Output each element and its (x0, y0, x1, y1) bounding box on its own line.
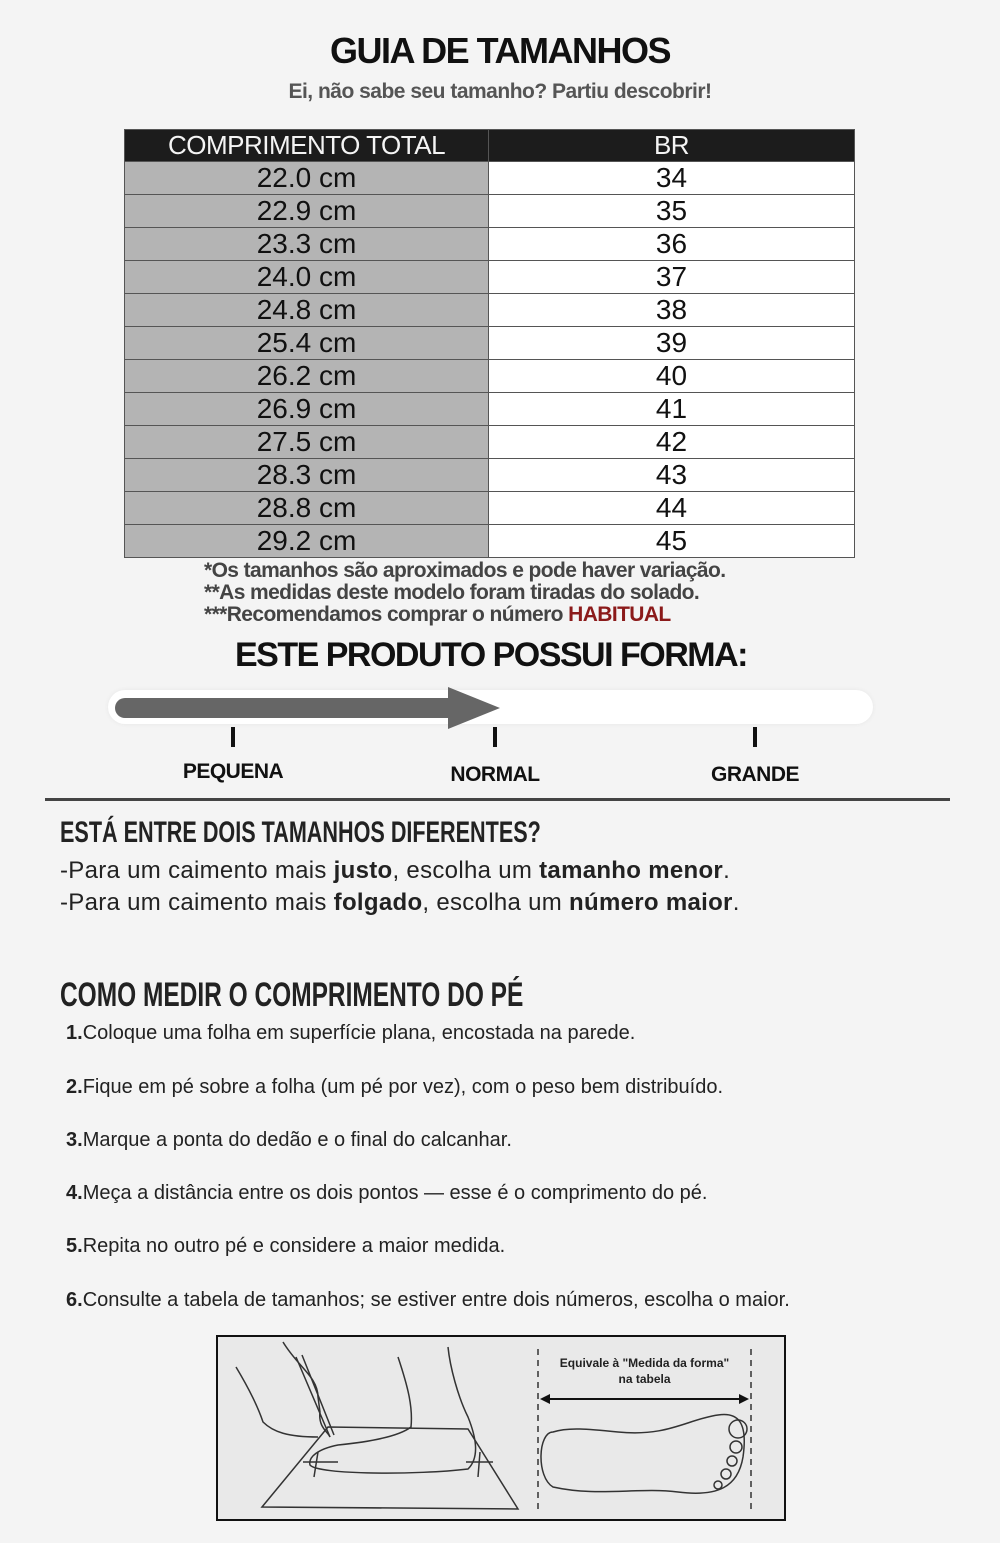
br-size-cell: 40 (488, 359, 855, 393)
text: , escolha um (422, 889, 570, 916)
table-row: 24.0 cm 37 (124, 260, 855, 294)
table-row: 28.3 cm 43 (124, 458, 855, 492)
length-cell: 26.2 cm (124, 359, 489, 393)
bold-text: número maior (569, 889, 733, 916)
table-row: 22.0 cm 34 (124, 161, 855, 195)
table-row: 24.8 cm 38 (124, 293, 855, 327)
note-sole: **As medidas deste modelo foram tiradas … (204, 581, 700, 604)
table-row: 27.5 cm 42 (124, 425, 855, 459)
caption-line-1: Equivale à "Medida da forma" (559, 1356, 730, 1370)
size-notes: *Os tamanhos são aproximados e pode have… (204, 559, 726, 626)
text: -Para um caimento mais (60, 857, 334, 884)
table-row: 26.9 cm 41 (124, 392, 855, 426)
foot-drawing-icon (235, 1341, 752, 1512)
length-cell: 28.8 cm (124, 491, 489, 525)
step-number: 3. (66, 1129, 83, 1151)
between-sizes-heading: ESTÁ ENTRE DOIS TAMANHOS DIFERENTES? (60, 816, 541, 849)
how-to-measure-heading: COMO MEDIR O COMPRIMENTO DO PÉ (60, 976, 524, 1014)
text: . (732, 889, 740, 916)
measure-step: 2.Fique em pé sobre a folha (um pé por v… (66, 1076, 723, 1099)
measure-step: 5.Repita no outro pé e considere a maior… (66, 1235, 505, 1258)
page-subtitle: Ei, não sabe seu tamanho? Partiu descobr… (288, 80, 712, 103)
measure-illustration: Equivale à "Medida da forma" na tabela (216, 1335, 786, 1521)
text: , escolha um (392, 857, 540, 884)
step-text: Consulte a tabela de tamanhos; se estive… (82, 1289, 790, 1311)
br-size-cell: 36 (488, 227, 855, 261)
caption-line-2: na tabela (618, 1372, 671, 1386)
br-size-cell: 42 (488, 425, 855, 459)
br-size-cell: 45 (488, 524, 855, 558)
between-sizes-line-1: -Para um caimento mais justo, escolha um… (60, 857, 730, 885)
section-divider (45, 798, 950, 801)
step-text: Fique em pé sobre a folha (um pé por vez… (82, 1076, 724, 1098)
length-cell: 27.5 cm (124, 425, 489, 459)
text: -Para um caimento mais (60, 889, 334, 916)
tick-grande (753, 727, 757, 747)
br-size-cell: 37 (488, 260, 855, 294)
measure-step: 4.Meça a distância entre os dois pontos … (66, 1182, 707, 1205)
step-number: 6. (66, 1289, 83, 1311)
tick-normal (493, 727, 497, 747)
table-header-row: COMPRIMENTO TOTAL BR (124, 129, 855, 162)
note-approximate: *Os tamanhos são aproximados e pode have… (204, 559, 726, 582)
between-sizes-line-2: -Para um caimento mais folgado, escolha … (60, 889, 740, 917)
table-row: 26.2 cm 40 (124, 359, 855, 393)
table-row: 22.9 cm 35 (124, 194, 855, 228)
length-cell: 23.3 cm (124, 227, 489, 261)
table-row: 29.2 cm 45 (124, 524, 855, 558)
column-header-length: COMPRIMENTO TOTAL (124, 129, 489, 162)
table-row: 28.8 cm 44 (124, 491, 855, 525)
note-recommend-text: ***Recomendamos comprar o número (204, 603, 569, 626)
label-pequena: PEQUENA (182, 760, 284, 783)
length-cell: 25.4 cm (124, 326, 489, 360)
step-number: 5. (66, 1235, 83, 1257)
table-row: 23.3 cm 36 (124, 227, 855, 261)
br-size-cell: 38 (488, 293, 855, 327)
length-cell: 29.2 cm (124, 524, 489, 558)
br-size-cell: 44 (488, 491, 855, 525)
column-header-br: BR (488, 129, 855, 162)
length-cell: 24.8 cm (124, 293, 489, 327)
note-recommend: ***Recomendamos comprar o número HABITUA… (204, 604, 725, 626)
br-size-cell: 35 (488, 194, 855, 228)
step-text: Marque a ponta do dedão e o final do cal… (82, 1129, 512, 1151)
measure-step: 3.Marque a ponta do dedão e o final do c… (66, 1129, 512, 1152)
fit-heading: ESTE PRODUTO POSSUI FORMA: (235, 636, 748, 674)
illustration-caption: Equivale à "Medida da forma" na tabela (538, 1355, 751, 1387)
table-row: 25.4 cm 39 (124, 326, 855, 360)
step-text: Meça a distância entre os dois pontos — … (82, 1182, 708, 1204)
bold-text: folgado (333, 889, 423, 916)
bold-text: justo (333, 857, 393, 884)
step-number: 1. (66, 1022, 83, 1044)
label-normal: NORMAL (450, 763, 540, 786)
step-text: Repita no outro pé e considere a maior m… (82, 1235, 506, 1257)
step-text: Coloque uma folha em superfície plana, e… (82, 1022, 636, 1044)
step-number: 2. (66, 1076, 83, 1098)
tick-pequena (231, 727, 235, 747)
length-cell: 24.0 cm (124, 260, 489, 294)
measure-step: 6.Consulte a tabela de tamanhos; se esti… (66, 1289, 790, 1312)
label-grande: GRANDE (710, 763, 800, 786)
length-cell: 28.3 cm (124, 458, 489, 492)
bold-text: tamanho menor (539, 857, 724, 884)
measure-step: 1.Coloque uma folha em superfície plana,… (66, 1022, 635, 1045)
length-cell: 22.0 cm (124, 161, 489, 195)
text: . (723, 857, 731, 884)
fit-arrow-icon (115, 687, 500, 729)
page-title: GUIA DE TAMANHOS (330, 30, 672, 71)
note-habitual-highlight: HABITUAL (568, 603, 671, 626)
step-number: 4. (66, 1182, 83, 1204)
size-table: COMPRIMENTO TOTAL BR 22.0 cm 34 22.9 cm 35 2… (124, 129, 855, 558)
br-size-cell: 39 (488, 326, 855, 360)
br-size-cell: 41 (488, 392, 855, 426)
br-size-cell: 34 (488, 161, 855, 195)
length-cell: 26.9 cm (124, 392, 489, 426)
br-size-cell: 43 (488, 458, 855, 492)
length-cell: 22.9 cm (124, 194, 489, 228)
